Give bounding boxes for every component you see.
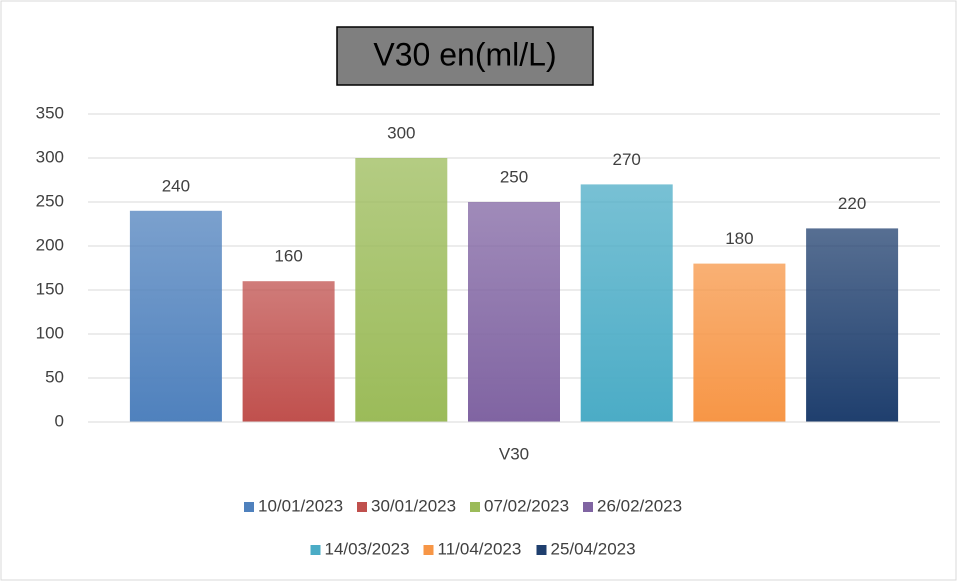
legend-swatch [423, 545, 434, 555]
legend-label: 25/04/2023 [551, 539, 636, 558]
legend-label: 14/03/2023 [325, 539, 410, 558]
value-label: 250 [500, 167, 528, 186]
bar [468, 202, 560, 422]
y-tick-label: 50 [45, 367, 64, 386]
chart-title: V30 en(ml/L) [373, 36, 556, 72]
value-label: 270 [613, 150, 641, 169]
value-label: 160 [274, 247, 302, 266]
legend-swatch [357, 502, 367, 512]
y-tick-label: 150 [36, 279, 64, 298]
bar [580, 184, 673, 422]
legend-label: 11/04/2023 [438, 539, 522, 558]
legend-swatch [583, 502, 593, 512]
y-tick-label: 0 [55, 411, 64, 430]
value-label: 180 [725, 229, 753, 248]
legend-label: 10/01/2023 [258, 496, 343, 515]
bar [693, 263, 786, 422]
y-tick-label: 300 [36, 147, 64, 166]
title-box [336, 26, 594, 86]
bar [129, 210, 222, 422]
legend-label: 07/02/2023 [484, 496, 569, 515]
x-tick-label: V30 [499, 444, 529, 463]
legend-label: 30/01/2023 [371, 496, 456, 515]
value-label: 240 [162, 176, 190, 195]
y-tick-label: 250 [36, 191, 64, 210]
legend-label: 26/02/2023 [597, 496, 682, 515]
legend-swatch [244, 502, 254, 512]
y-tick-label: 350 [36, 103, 64, 122]
y-tick-label: 200 [36, 235, 64, 254]
bar [242, 281, 335, 422]
value-label: 220 [838, 194, 866, 213]
y-tick-label: 100 [36, 323, 64, 342]
bar [806, 228, 899, 422]
legend-swatch [536, 545, 547, 555]
value-label: 300 [387, 123, 415, 142]
legend-swatch [310, 545, 321, 555]
bar [355, 158, 448, 422]
legend-swatch [470, 502, 480, 512]
